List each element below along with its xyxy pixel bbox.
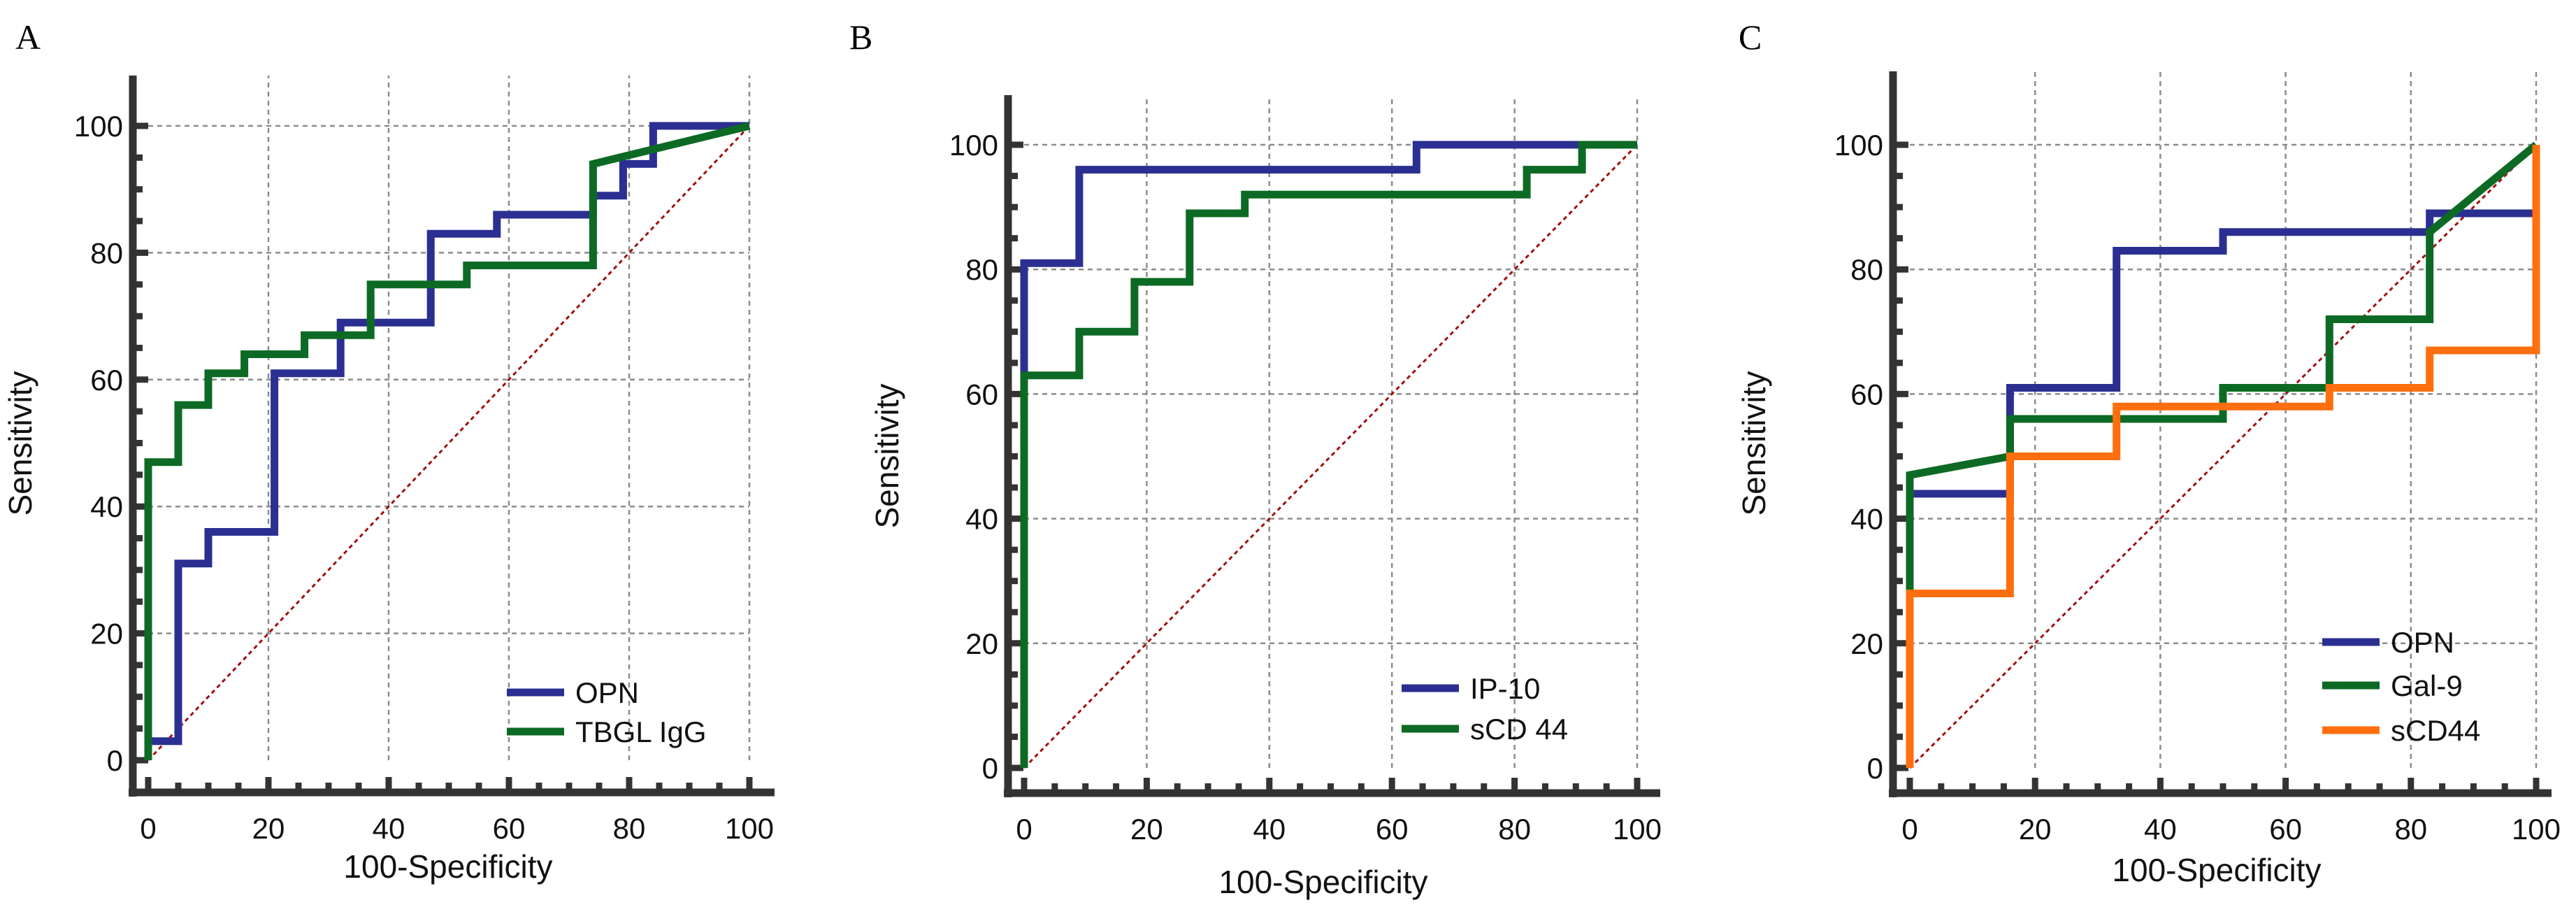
y-axis-title: Sensitivity (869, 383, 905, 528)
legend-label-scd-44: sCD 44 (1470, 713, 1568, 746)
roc-curve-opn (148, 122, 749, 746)
y-tick-label: 100 (949, 129, 998, 162)
panel-letter-b: B (849, 17, 872, 57)
y-tick-label: 40 (965, 503, 998, 536)
x-tick-label: 80 (1498, 813, 1531, 846)
y-tick-label: 0 (1867, 752, 1883, 785)
y-axis-title: Sensitivity (1736, 371, 1772, 515)
y-tick-label: 80 (1850, 253, 1883, 286)
x-tick-label: 80 (2394, 813, 2427, 846)
y-tick-label: 100 (74, 110, 123, 143)
y-tick-label: 80 (90, 236, 123, 269)
y-tick-label: 60 (90, 364, 123, 397)
x-tick-label: 60 (493, 812, 526, 845)
y-tick-label: 100 (1834, 129, 1883, 162)
x-tick-label: 40 (373, 812, 405, 845)
legend-label-opn: OPN (575, 676, 639, 709)
x-tick-label: 80 (613, 812, 646, 845)
y-tick-label: 0 (107, 744, 123, 777)
reference-diagonal-line (1908, 143, 2538, 769)
panel-b: B 0 20 40 60 80 100 0 20 40 60 80 100 100-Specificity… (849, 17, 1662, 900)
y-tick-label: 60 (965, 378, 998, 411)
panel-c: C 0 20 40 60 80 100 0 20 40 60 80 100 100-Specificity… (1736, 17, 2561, 888)
x-tick-label: 20 (2019, 813, 2052, 846)
y-tick-label: 40 (90, 490, 123, 523)
x-tick-label: 0 (1016, 813, 1032, 846)
roc-curve-ip-10 (1020, 141, 1637, 768)
y-tick-label: 0 (982, 752, 998, 785)
legend-label-ip-10: IP-10 (1470, 672, 1540, 705)
x-tick-label: 100 (2512, 813, 2561, 846)
y-tick-label: 60 (1850, 378, 1883, 411)
legend-label-scd44: sCD44 (2391, 714, 2480, 747)
legend-label-opn: OPN (2391, 626, 2454, 659)
x-tick-label: 60 (1376, 813, 1409, 846)
x-tick-label: 20 (252, 812, 285, 845)
legend-label-tbgl-igg: TBGL IgG (575, 715, 707, 748)
x-tick-label: 100 (725, 812, 774, 845)
roc-curve-tbgl-igg (144, 122, 751, 760)
x-axis-title: 100-Specificity (2112, 852, 2321, 888)
x-tick-label: 0 (1901, 813, 1917, 846)
x-tick-label: 20 (1130, 813, 1163, 846)
panel-letter-a: A (15, 17, 41, 57)
roc-curve-scd-44 (1020, 141, 1637, 768)
y-axis-title: Sensitivity (2, 371, 38, 515)
y-tick-label: 20 (90, 618, 123, 650)
legend-label-gal-9: Gal-9 (2391, 669, 2463, 702)
reference-diagonal-line (147, 124, 751, 762)
x-tick-label: 100 (1613, 813, 1662, 846)
y-tick-label: 20 (1850, 627, 1883, 660)
x-tick-label: 40 (1253, 813, 1286, 846)
panel-letter-c: C (1739, 17, 1762, 57)
x-tick-label: 60 (2269, 813, 2302, 846)
x-axis-title: 100-Specificity (343, 848, 552, 885)
y-tick-label: 40 (1850, 503, 1883, 536)
x-tick-label: 0 (140, 812, 156, 845)
x-tick-label: 40 (2144, 813, 2177, 846)
x-axis-title: 100-Specificity (1218, 864, 1427, 900)
roc-curve-scd44 (1906, 145, 2540, 768)
roc-curve-gal-9 (1906, 141, 2539, 768)
panel-a: A 0 20 40 60 80 100 0 20 40 60 80 100 100-Specificity… (2, 17, 775, 885)
y-tick-label: 80 (965, 253, 998, 286)
y-tick-label: 20 (965, 627, 998, 660)
reference-diagonal-line (1023, 143, 1639, 769)
